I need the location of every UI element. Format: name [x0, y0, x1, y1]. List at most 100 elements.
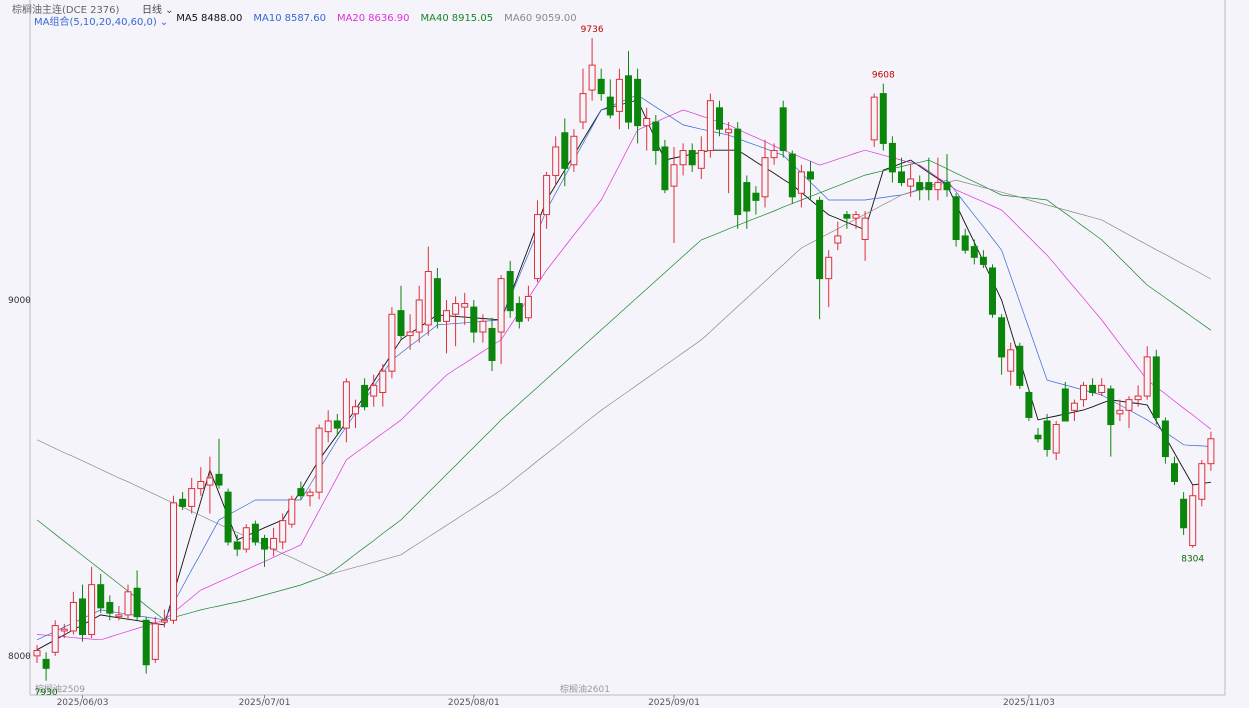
candle-body	[1107, 388, 1115, 426]
candle-body	[288, 498, 296, 525]
indicator-selector[interactable]: MA组合(5,10,20,40,60,0) ⌄	[34, 17, 169, 28]
candle-body	[142, 619, 150, 666]
ma-line	[36, 99, 1211, 651]
candle-body	[1043, 420, 1051, 450]
candle-body	[761, 157, 769, 198]
candle-body	[816, 199, 824, 280]
candle-body	[852, 214, 860, 219]
candle-body	[879, 93, 887, 144]
candle-body	[515, 303, 523, 322]
candle-body	[133, 587, 141, 618]
candle-body	[534, 214, 541, 280]
period-label[interactable]: 日线	[142, 5, 162, 16]
candle-body	[42, 658, 50, 669]
x-tick-label: 2025/07/01	[239, 698, 291, 708]
ma-line	[36, 109, 1212, 641]
legend-name: MA20	[336, 13, 366, 24]
candle-body	[342, 381, 350, 429]
candle-body	[643, 118, 651, 127]
candle-body	[379, 370, 387, 394]
candle-body	[60, 628, 68, 632]
candle-body	[261, 537, 268, 550]
candle-body	[106, 601, 114, 614]
candle-body	[415, 299, 423, 333]
legend-item: MA20 8636.90	[337, 13, 413, 28]
x-tick-label: 2025/09/01	[648, 698, 700, 708]
candle-body	[588, 64, 596, 91]
candle-body	[279, 520, 287, 543]
candle-body	[170, 502, 177, 621]
candle-body	[1080, 384, 1087, 401]
candle-body	[361, 384, 369, 408]
candle-body	[524, 295, 532, 319]
candle-body	[670, 164, 678, 187]
candle-body	[433, 278, 441, 322]
y-tick-label: 8000	[8, 652, 31, 662]
candle-body	[943, 182, 951, 191]
candle-body	[1161, 420, 1169, 458]
candle-body	[197, 480, 205, 490]
candle-body	[898, 171, 905, 184]
candle-body	[333, 420, 341, 429]
candle-body	[1025, 392, 1033, 418]
period-selector[interactable]: 日线 ⌄	[142, 5, 174, 16]
candle-body	[452, 303, 460, 315]
candle-body	[1207, 438, 1215, 465]
candle-body	[206, 477, 214, 486]
candle-body	[706, 100, 714, 152]
x-tick-label: 2025/08/01	[448, 698, 500, 708]
candle-body	[679, 150, 687, 166]
candle-body	[998, 317, 1006, 358]
candle-body	[834, 235, 842, 244]
contract-label: 棕榈油2509	[35, 683, 85, 695]
candle-body	[825, 256, 833, 280]
candle-body	[88, 584, 96, 636]
low-label: 8304	[1181, 555, 1204, 565]
candle-body	[716, 107, 723, 130]
candle-body	[179, 498, 187, 507]
candle-body	[597, 78, 605, 95]
candle-body	[233, 541, 241, 550]
candle-body	[160, 619, 168, 623]
legend-name: MA5	[176, 13, 199, 24]
candle-body	[1089, 384, 1097, 394]
candle-body	[1007, 349, 1015, 372]
candle-body	[397, 310, 405, 337]
legend-name: MA10	[253, 13, 282, 24]
legend-name: MA60	[504, 13, 533, 24]
legend-value: 9059.00	[535, 13, 577, 24]
legend-value: 8488.00	[201, 13, 243, 24]
candle-body	[661, 146, 669, 191]
low-label: 7930	[35, 688, 58, 698]
x-tick-label: 2025/06/03	[57, 698, 109, 708]
candle-body	[215, 473, 223, 486]
candle-body	[961, 235, 969, 251]
candle-body	[725, 128, 733, 134]
candle-body	[843, 214, 851, 219]
ma-line	[36, 159, 1212, 621]
candle-body	[424, 271, 432, 326]
candle-body	[270, 537, 278, 550]
candle-body	[470, 306, 478, 333]
candle-body	[543, 174, 551, 216]
candle-body	[770, 150, 778, 159]
legend-value: 8915.05	[451, 13, 494, 24]
candle-body	[606, 96, 614, 116]
candle-body	[1098, 384, 1106, 394]
indicator-label[interactable]: MA组合(5,10,20,40,60,0)	[34, 17, 157, 28]
candle-body	[51, 625, 59, 653]
candle-body	[306, 491, 314, 497]
candle-body	[1198, 463, 1206, 500]
candle-body	[561, 132, 569, 169]
legend-item: MA10 8587.60	[253, 13, 329, 28]
candle-body	[69, 601, 77, 632]
candle-body	[916, 182, 924, 191]
toolbar: 棕榈油主连(DCE 2376) 日线 ⌄ MA组合(5,10,20,40,60,…	[0, 0, 1249, 28]
candle-body	[497, 278, 505, 333]
candle-body	[488, 327, 496, 361]
candle-body	[1061, 388, 1069, 422]
candle-body	[807, 171, 814, 180]
candle-body	[743, 182, 751, 212]
candle-body	[124, 591, 132, 616]
candle-body	[297, 488, 305, 497]
